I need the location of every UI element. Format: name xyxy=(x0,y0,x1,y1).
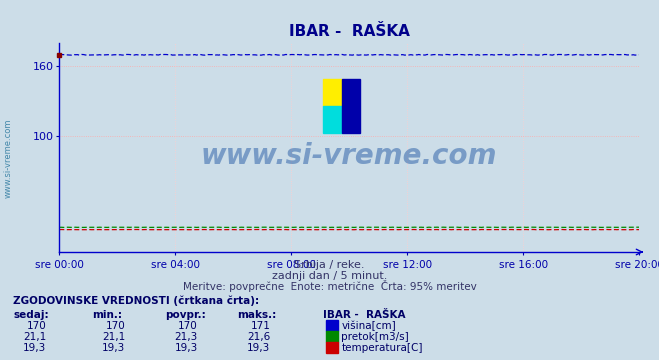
Text: povpr.:: povpr.: xyxy=(165,310,206,320)
Text: 21,6: 21,6 xyxy=(247,332,270,342)
Text: zadnji dan / 5 minut.: zadnji dan / 5 minut. xyxy=(272,271,387,281)
Text: 171: 171 xyxy=(250,321,270,332)
Text: 21,1: 21,1 xyxy=(102,332,125,342)
Text: Meritve: povprečne  Enote: metrične  Črta: 95% meritev: Meritve: povprečne Enote: metrične Črta:… xyxy=(183,280,476,292)
Bar xyxy=(323,106,342,133)
Text: min.:: min.: xyxy=(92,310,123,320)
Text: 170: 170 xyxy=(26,321,46,332)
Text: pretok[m3/s]: pretok[m3/s] xyxy=(341,332,409,342)
Text: temperatura[C]: temperatura[C] xyxy=(341,343,423,353)
Text: Srbija / reke.: Srbija / reke. xyxy=(295,260,364,270)
Text: 21,1: 21,1 xyxy=(23,332,46,342)
Title: IBAR -  RAŠKA: IBAR - RAŠKA xyxy=(289,24,410,39)
Bar xyxy=(323,79,342,106)
Text: 19,3: 19,3 xyxy=(175,343,198,353)
Text: www.si-vreme.com: www.si-vreme.com xyxy=(201,142,498,170)
Text: maks.:: maks.: xyxy=(237,310,277,320)
Text: 19,3: 19,3 xyxy=(102,343,125,353)
Text: 170: 170 xyxy=(105,321,125,332)
Text: 170: 170 xyxy=(178,321,198,332)
Text: ZGODOVINSKE VREDNOSTI (črtkana črta):: ZGODOVINSKE VREDNOSTI (črtkana črta): xyxy=(13,296,259,306)
Text: sedaj:: sedaj: xyxy=(13,310,49,320)
Bar xyxy=(342,79,360,133)
Text: www.si-vreme.com: www.si-vreme.com xyxy=(3,119,13,198)
Text: 21,3: 21,3 xyxy=(175,332,198,342)
Text: višina[cm]: višina[cm] xyxy=(341,321,396,332)
Text: 19,3: 19,3 xyxy=(247,343,270,353)
Text: IBAR -  RAŠKA: IBAR - RAŠKA xyxy=(323,310,405,320)
Text: 19,3: 19,3 xyxy=(23,343,46,353)
